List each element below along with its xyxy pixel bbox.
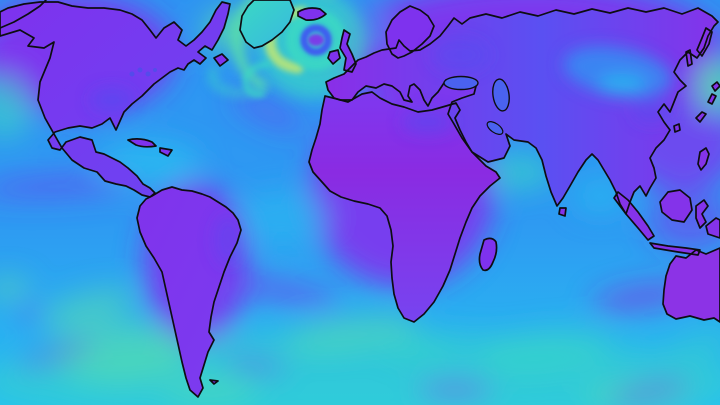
tint-east-china	[632, 96, 672, 124]
cyclone-eye	[308, 34, 324, 46]
caspian-sea	[492, 78, 510, 112]
tint-brazil-east	[214, 214, 242, 266]
wind-patch-south-pacific	[50, 320, 190, 384]
land-tint-layer	[90, 37, 673, 266]
wind-streak-atlantic-ridge	[229, 90, 307, 134]
great-lake-2	[137, 67, 143, 73]
wind-streak-south-indian	[477, 328, 613, 376]
persian-gulf	[486, 121, 504, 135]
wind-lull-streak-sp1	[14, 339, 96, 371]
great-lake-4	[153, 68, 157, 72]
wind-patch-mid-pacific	[0, 72, 32, 140]
wind-lull-streak-sp2	[223, 355, 287, 375]
wind-streak-west-australia	[665, 328, 720, 368]
tint-us-southeast	[90, 88, 134, 112]
wind-streak-south-atlantic	[284, 314, 420, 352]
coastline-chukotka	[0, 0, 47, 29]
cyclone-blue-ring	[300, 24, 332, 56]
tint-libya	[402, 110, 454, 134]
wind-streak-cape	[382, 335, 458, 361]
inland-water-layer	[129, 67, 510, 135]
wind-streak-bottom-center	[162, 376, 258, 404]
wind-lull-streak-sp3	[417, 381, 493, 399]
wind-lull-streak-sp4	[608, 378, 692, 405]
wind-patch-arabian-sea	[486, 155, 554, 189]
tint-east-europe	[430, 37, 490, 73]
wind-lull-streak-s-atlantic	[228, 275, 342, 309]
black-sea	[443, 75, 479, 91]
cyclone-secondary-eddy	[242, 61, 271, 98]
tint-siberia-bright	[598, 74, 646, 94]
wind-patch-equatorial-atlantic	[234, 190, 330, 246]
wind-streak-left-edge	[0, 277, 30, 299]
great-lake-3	[145, 71, 151, 77]
great-lake-1	[129, 71, 135, 77]
wind-streak-south-pacific	[41, 288, 135, 328]
wind-eddy-se-pacific	[15, 301, 45, 323]
